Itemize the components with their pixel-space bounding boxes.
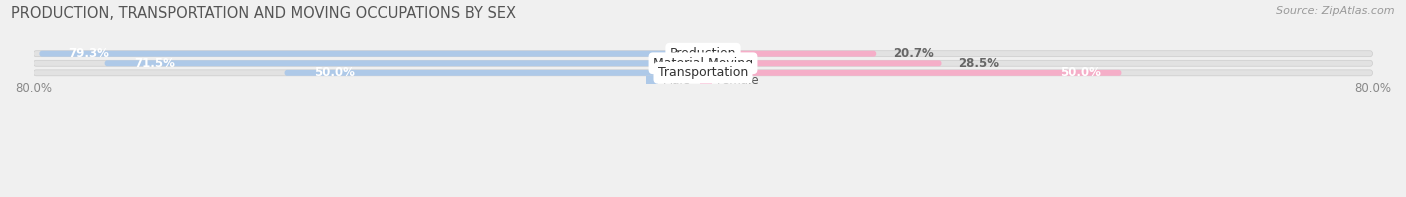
Text: Production: Production xyxy=(669,47,737,60)
FancyBboxPatch shape xyxy=(104,60,703,66)
FancyBboxPatch shape xyxy=(34,70,1372,76)
Text: Transportation: Transportation xyxy=(658,66,748,79)
FancyBboxPatch shape xyxy=(703,51,876,57)
FancyBboxPatch shape xyxy=(703,60,942,66)
FancyBboxPatch shape xyxy=(34,51,1372,57)
FancyBboxPatch shape xyxy=(34,60,1372,66)
Text: 50.0%: 50.0% xyxy=(1060,66,1101,79)
Text: 50.0%: 50.0% xyxy=(314,66,354,79)
FancyBboxPatch shape xyxy=(39,51,703,57)
Legend: Male, Female: Male, Female xyxy=(641,69,765,92)
Text: 28.5%: 28.5% xyxy=(959,57,1000,70)
Text: Source: ZipAtlas.com: Source: ZipAtlas.com xyxy=(1277,6,1395,16)
Text: 71.5%: 71.5% xyxy=(134,57,174,70)
Text: 20.7%: 20.7% xyxy=(893,47,934,60)
Text: PRODUCTION, TRANSPORTATION AND MOVING OCCUPATIONS BY SEX: PRODUCTION, TRANSPORTATION AND MOVING OC… xyxy=(11,6,516,21)
Text: 79.3%: 79.3% xyxy=(69,47,110,60)
FancyBboxPatch shape xyxy=(703,70,1122,76)
Text: Material Moving: Material Moving xyxy=(652,57,754,70)
FancyBboxPatch shape xyxy=(284,70,703,76)
